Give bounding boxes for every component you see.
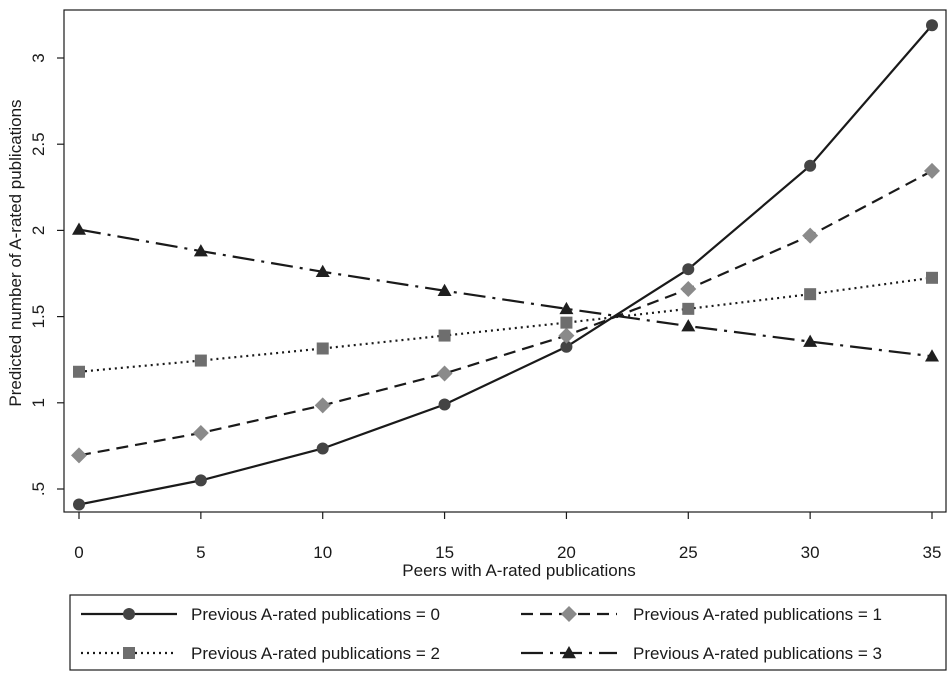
series-2 [73,271,938,378]
legend: Previous A-rated publications = 0 Previou… [69,594,947,671]
data-point-circle [560,340,573,353]
data-point-diamond [192,424,209,441]
legend-label: Previous A-rated publications = 1 [633,605,882,624]
legend-marker-circle [123,608,135,620]
data-point-diamond [924,162,940,179]
y-tick-label: 2 [29,226,48,235]
data-point-circle [194,474,207,487]
x-tick-label: 35 [923,543,942,562]
series-1 [71,162,940,464]
x-tick-label: 5 [196,543,205,562]
legend-item: Previous A-rated publications = 0 [81,605,440,624]
data-point-triangle [193,244,208,257]
x-tick-label: 0 [74,543,83,562]
data-point-diamond [680,281,697,298]
data-point-circle [316,442,329,455]
data-point-diamond [802,227,819,244]
x-axis-title: Peers with A-rated publications [402,561,635,580]
data-point-triangle [925,349,939,362]
x-tick-label: 25 [679,543,698,562]
data-point-circle [926,19,938,32]
data-point-triangle [315,264,330,278]
series-3 [72,222,939,362]
legend-item: Previous A-rated publications = 3 [521,644,882,663]
data-point-circle [682,263,695,276]
x-tick-label: 30 [801,543,820,562]
y-tick-label: 2.5 [29,132,48,156]
plot-area [71,19,940,511]
data-point-square [194,354,207,367]
legend-marker-diamond [561,606,577,622]
legend-item: Previous A-rated publications = 2 [81,644,440,663]
data-point-circle [804,159,817,172]
legend-label: Previous A-rated publications = 0 [191,605,440,624]
x-tick-label: 15 [435,543,454,562]
data-point-triangle [437,283,452,296]
data-point-square [926,271,938,284]
legend-item: Previous A-rated publications = 1 [521,605,882,624]
data-point-square [316,342,329,355]
data-point-diamond [71,447,87,464]
data-point-diamond [314,397,331,414]
series-line [78,276,933,373]
axes: .511.522.530 5 10 15 20 25 30 35 [29,9,947,562]
y-axis-title: Predicted number of A-rated publications [6,99,25,406]
data-point-triangle [803,334,818,347]
x-tick-label: 20 [557,543,576,562]
data-point-diamond [436,365,453,382]
y-tick-label: 1.5 [29,305,48,329]
legend-label: Previous A-rated publications = 3 [633,644,882,663]
data-point-square [560,316,573,329]
legend-marker-triangle [562,646,576,659]
data-point-square [682,302,695,315]
legend-box [69,594,947,671]
legend-marker-square [123,647,135,659]
series-0 [73,19,938,511]
x-tick-label: 10 [313,543,332,562]
series-line [78,169,933,457]
data-point-square [73,365,85,378]
series-line [78,24,933,506]
data-point-circle [438,398,451,411]
y-tick-label: 1 [29,398,48,407]
data-point-triangle [72,222,86,235]
data-point-triangle [681,319,696,332]
data-point-square [438,329,451,342]
data-point-circle [73,498,85,511]
plot-frame [63,9,947,513]
y-tick-label: 3 [29,53,48,62]
legend-label: Previous A-rated publications = 2 [191,644,440,663]
data-point-square [804,288,817,301]
y-tick-label: .5 [29,482,48,496]
series-line [78,228,933,358]
data-point-triangle [559,301,574,315]
data-point-diamond [558,327,575,344]
